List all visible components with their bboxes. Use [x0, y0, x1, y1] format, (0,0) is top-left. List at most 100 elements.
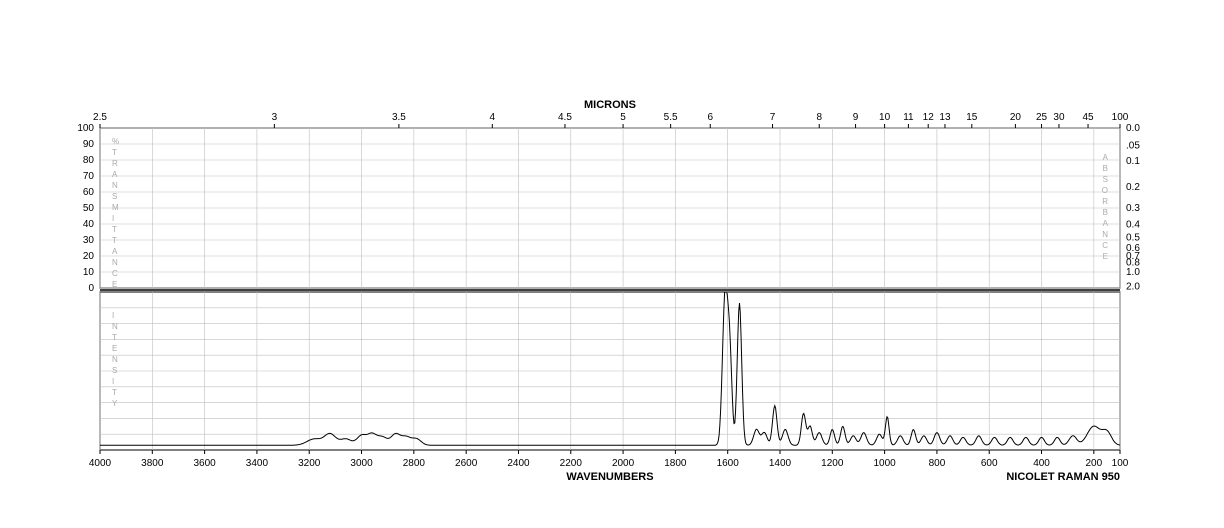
wavenumber-tick-label: 1200: [821, 458, 844, 469]
transmittance-tick: 100: [77, 123, 94, 134]
transmittance-label-char: N: [112, 258, 118, 267]
transmittance-tick: 10: [83, 267, 95, 278]
wavenumber-tick-label: 2000: [612, 458, 635, 469]
intensity-label-char: N: [112, 322, 118, 331]
wavenumber-tick-label: 1400: [769, 458, 792, 469]
wavenumber-tick-label: 4000: [89, 458, 112, 469]
micron-tick-label: 4: [490, 112, 496, 123]
spectrum-chart-container: 01020304050607080901000.0.050.10.20.30.4…: [0, 0, 1224, 528]
transmittance-label-char: E: [112, 280, 117, 289]
wavenumber-tick-label: 100: [1112, 458, 1129, 469]
absorbance-label-char: C: [1102, 241, 1108, 250]
absorbance-label-char: S: [1103, 175, 1108, 184]
absorbance-label-char: E: [1103, 252, 1108, 261]
wavenumber-tick-label: 2200: [560, 458, 583, 469]
wavenumber-tick-label: 400: [1033, 458, 1050, 469]
wavenumber-tick-label: 600: [981, 458, 998, 469]
transmittance-tick: 40: [83, 219, 95, 230]
micron-tick-label: 25: [1036, 112, 1048, 123]
micron-tick-label: 100: [1112, 112, 1129, 123]
transmittance-label-char: A: [112, 247, 118, 256]
transmittance-tick: 50: [83, 203, 95, 214]
micron-tick-label: 10: [879, 112, 891, 123]
transmittance-label-char: T: [112, 225, 117, 234]
absorbance-label-char: A: [1103, 219, 1109, 228]
absorbance-tick: 0.3: [1126, 203, 1140, 214]
wavenumber-tick-label: 1000: [873, 458, 896, 469]
micron-tick-label: 15: [966, 112, 978, 123]
wavenumber-tick-label: 200: [1086, 458, 1103, 469]
wavenumber-tick-label: 1600: [717, 458, 740, 469]
transmittance-label-char: R: [112, 159, 118, 168]
absorbance-tick: 0.5: [1126, 232, 1140, 243]
wavenumbers-title: WAVENUMBERS: [566, 471, 653, 483]
micron-tick-label: 7: [770, 112, 776, 123]
micron-tick-label: 3: [272, 112, 278, 123]
intensity-label-char: T: [112, 388, 117, 397]
transmittance-tick: 60: [83, 187, 95, 198]
micron-tick-label: 20: [1010, 112, 1022, 123]
transmittance-tick: 80: [83, 155, 95, 166]
transmittance-label-char: T: [112, 236, 117, 245]
absorbance-label-char: B: [1103, 164, 1108, 173]
intensity-label-char: N: [112, 355, 118, 364]
spectrum-svg: 01020304050607080901000.0.050.10.20.30.4…: [0, 0, 1224, 528]
intensity-label-char: T: [112, 333, 117, 342]
transmittance-label-char: M: [112, 203, 119, 212]
transmittance-label-char: A: [112, 170, 118, 179]
wavenumber-tick-label: 3800: [141, 458, 164, 469]
micron-tick-label: 30: [1053, 112, 1065, 123]
instrument-label: NICOLET RAMAN 950: [1006, 471, 1120, 483]
wavenumber-tick-label: 1800: [664, 458, 687, 469]
wavenumber-tick-label: 3000: [350, 458, 373, 469]
transmittance-label-char: N: [112, 181, 118, 190]
intensity-label-char: I: [112, 377, 114, 386]
absorbance-tick: 0.2: [1126, 182, 1140, 193]
intensity-label-char: Y: [112, 399, 118, 408]
wavenumber-tick-label: 3200: [298, 458, 321, 469]
absorbance-tick: 1.0: [1126, 267, 1140, 278]
micron-tick-label: 13: [939, 112, 951, 123]
micron-tick-label: 3.5: [392, 112, 406, 123]
wavenumber-tick-label: 2800: [403, 458, 426, 469]
micron-tick-label: 4.5: [558, 112, 572, 123]
absorbance-label-char: B: [1103, 208, 1108, 217]
spectrum-trace: [100, 292, 1120, 445]
absorbance-label-char: A: [1103, 153, 1109, 162]
wavenumber-tick-label: 3600: [193, 458, 216, 469]
wavenumber-tick-label: 800: [929, 458, 946, 469]
micron-tick-label: 11: [903, 112, 914, 123]
transmittance-tick: 70: [83, 171, 95, 182]
absorbance-label-char: O: [1102, 186, 1108, 195]
transmittance-label-char: S: [112, 192, 117, 201]
micron-tick-label: 5.5: [664, 112, 678, 123]
intensity-label-char: E: [112, 344, 117, 353]
transmittance-label-char: T: [112, 148, 117, 157]
transmittance-label-char: %: [112, 137, 119, 146]
transmittance-tick: 0: [88, 283, 94, 294]
transmittance-tick: 90: [83, 139, 95, 150]
absorbance-tick: 2.0: [1126, 281, 1140, 292]
absorbance-tick: 0.1: [1126, 156, 1140, 167]
absorbance-label-char: R: [1102, 197, 1108, 206]
micron-tick-label: 6: [707, 112, 713, 123]
micron-tick-label: 8: [816, 112, 822, 123]
transmittance-tick: 30: [83, 235, 95, 246]
intensity-label-char: I: [112, 311, 114, 320]
transmittance-tick: 20: [83, 251, 95, 262]
wavenumber-tick-label: 2400: [507, 458, 530, 469]
absorbance-tick: 0.0: [1126, 123, 1140, 134]
micron-tick-label: 12: [923, 112, 935, 123]
absorbance-tick: .05: [1126, 140, 1140, 151]
micron-tick-label: 5: [620, 112, 626, 123]
transmittance-label-char: C: [112, 269, 118, 278]
micron-tick-label: 9: [853, 112, 859, 123]
micron-tick-label: 45: [1082, 112, 1094, 123]
intensity-label-char: S: [112, 366, 117, 375]
wavenumber-tick-label: 2600: [455, 458, 478, 469]
microns-title: MICRONS: [584, 99, 636, 111]
transmittance-label-char: I: [112, 214, 114, 223]
absorbance-tick: 0.4: [1126, 219, 1140, 230]
micron-tick-label: 2.5: [93, 112, 107, 123]
absorbance-label-char: N: [1102, 230, 1108, 239]
